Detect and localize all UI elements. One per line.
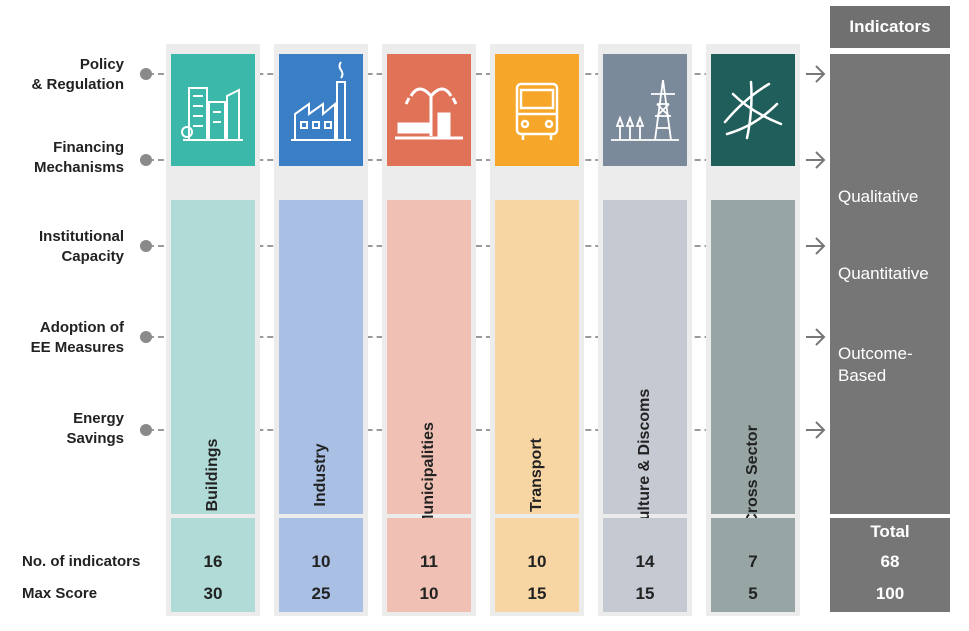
sector-body-cross-sector: Cross Sector <box>711 200 795 525</box>
indicator-count: 7 <box>748 552 758 571</box>
sector-name: Cross Sector <box>744 425 761 525</box>
connector-dot <box>140 331 152 343</box>
indicator-type-quantitative: Quantitative <box>838 264 929 283</box>
arrow-right-icon <box>806 65 826 83</box>
sector-icon-tile <box>171 54 255 166</box>
indicators-panel <box>830 54 950 514</box>
connector-dot <box>140 154 152 166</box>
power-tower-icon <box>611 79 679 141</box>
indicator-count: 16 <box>203 552 223 571</box>
indicator-type-outcome: Outcome- <box>838 344 913 363</box>
sector-name: Transport <box>528 438 545 512</box>
label-institutional-capacity: Institutional Capacity <box>39 228 124 265</box>
sector-icon-tile <box>495 54 579 166</box>
sector-footer: 16 30 <box>171 518 255 612</box>
indicator-type-based: Based <box>838 366 887 385</box>
indicator-count: 14 <box>635 552 655 571</box>
total-indicators: 68 <box>880 552 900 571</box>
connector-dot <box>140 68 152 80</box>
indicator-count: 10 <box>527 552 547 571</box>
sector-icon-tile <box>279 54 363 166</box>
arrow-right-icon <box>806 151 826 169</box>
label-financing-mechanisms: Financing Mechanisms <box>33 139 124 176</box>
row-label-max-score: Max Score <box>22 585 98 602</box>
sector-body-buildings: Buildings <box>171 200 255 514</box>
indicator-count: 11 <box>420 552 438 571</box>
factory-icon <box>291 61 351 141</box>
sector-footer: 10 25 <box>279 518 363 612</box>
arrow-right-icon <box>806 328 826 346</box>
max-score: 30 <box>203 584 223 603</box>
sector-footer: 7 5 <box>711 518 795 612</box>
max-score: 25 <box>311 584 331 603</box>
sector-footer: 10 15 <box>495 518 579 612</box>
sector-body-transport: Transport <box>495 200 579 514</box>
label-policy-regulation: Policy & Regulation <box>31 56 125 93</box>
sector-name: Municipalities <box>420 422 437 528</box>
connector-dot <box>140 424 152 436</box>
buildings-icon <box>181 87 243 141</box>
total-label: Total <box>870 522 910 541</box>
row-label-indicators: No. of indicators <box>22 553 141 570</box>
sector-body-municipalities: Municipalities <box>387 200 471 528</box>
bus-icon <box>515 82 559 140</box>
streetlight-icon <box>395 87 463 140</box>
sector-name: Buildings <box>204 438 221 512</box>
max-score: 10 <box>419 584 439 603</box>
sector-footer: 11 10 <box>387 518 471 612</box>
sector-body-industry: Industry <box>279 200 363 514</box>
sector-icon-tile <box>603 54 687 166</box>
arrow-right-icon <box>806 421 826 439</box>
sector-body-agriculture-discoms: Agriculture & Discoms <box>603 200 687 561</box>
max-score: 15 <box>635 584 655 603</box>
indicators-title: Indicators <box>830 6 950 48</box>
label-energy-savings: Energy Savings <box>66 410 124 447</box>
connector-dot <box>140 240 152 252</box>
sector-icon-tile <box>387 54 471 166</box>
indicators-total-panel <box>830 518 950 612</box>
total-max-score: 100 <box>875 584 905 603</box>
sector-name: Industry <box>312 443 329 507</box>
network-icon <box>723 80 783 140</box>
sector-icon-tile <box>711 54 795 166</box>
max-score: 15 <box>527 584 547 603</box>
arrow-right-icon <box>806 237 826 255</box>
label-adoption-ee-measures: Adoption of EE Measures <box>30 319 124 356</box>
indicator-type-qualitative: Qualitative <box>838 187 919 206</box>
indicator-count: 10 <box>311 552 331 571</box>
sector-footer: 14 15 <box>603 518 687 612</box>
max-score: 5 <box>748 584 758 603</box>
